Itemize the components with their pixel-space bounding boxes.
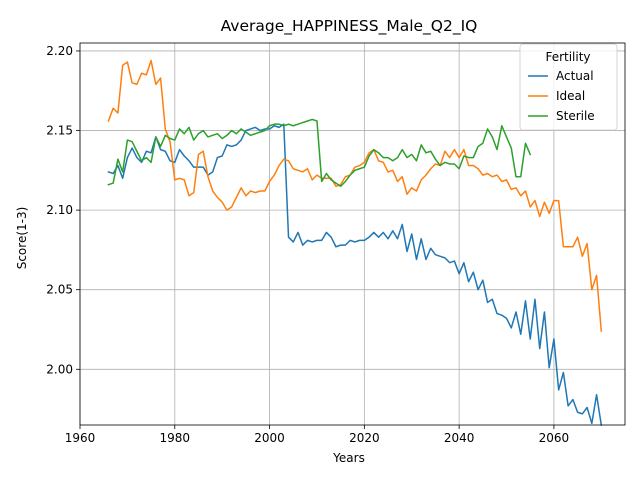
series-line-actual: [107, 123, 603, 426]
axis-ticks: 1960 1980 2000 2020 2040 2060 2.00 2.05 2.10 2.15…: [46, 44, 569, 445]
series-lines: [107, 59, 603, 426]
legend: Fertility Actual Ideal Sterile: [519, 43, 618, 131]
chart-title: Average_HAPPINESS_Male_Q2_IQ: [221, 17, 478, 36]
legend-title: Fertility: [545, 50, 590, 64]
x-tick-label: 2000: [254, 431, 285, 445]
plot-frame: [79, 42, 626, 426]
legend-label-sterile: Sterile: [556, 109, 595, 123]
series-line-sterile: [107, 118, 532, 187]
x-axis-label: Years: [332, 451, 365, 465]
y-tick-label: 2.10: [46, 203, 73, 217]
x-tick-label: 2060: [539, 431, 570, 445]
legend-label-actual: Actual: [556, 69, 594, 83]
y-tick-label: 2.00: [46, 362, 73, 376]
x-tick-label: 1980: [160, 431, 191, 445]
legend-label-ideal: Ideal: [556, 89, 585, 103]
legend-entries: Actual Ideal Sterile: [528, 69, 595, 123]
y-axis-label: Score(1-3): [15, 207, 29, 270]
y-tick-label: 2.20: [46, 44, 73, 58]
legend-box: [519, 43, 618, 131]
x-tick-label: 1960: [65, 431, 96, 445]
x-tick-label: 2040: [444, 431, 475, 445]
y-tick-label: 2.05: [46, 283, 73, 297]
y-tick-label: 2.15: [46, 124, 73, 138]
x-tick-label: 2020: [349, 431, 380, 445]
series-line-ideal: [107, 59, 603, 332]
